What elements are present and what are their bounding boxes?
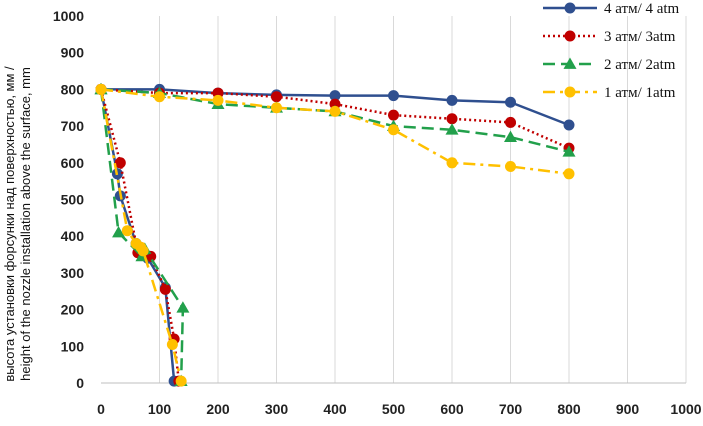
legend-label: 1 атм/ 1atm — [604, 85, 676, 101]
data-point-marker — [121, 225, 133, 237]
plot-area — [94, 82, 576, 387]
y-tick-label: 200 — [61, 302, 85, 318]
data-point-marker — [445, 123, 459, 135]
data-point-marker — [563, 168, 575, 180]
data-point-marker — [166, 338, 178, 350]
data-point-marker — [564, 30, 576, 42]
y-tick-label: 400 — [61, 228, 85, 244]
x-tick-label: 600 — [440, 401, 464, 417]
data-point-marker — [175, 375, 187, 387]
grid-lines — [159, 16, 687, 383]
x-tick-label: 900 — [616, 401, 640, 417]
data-point-marker — [212, 94, 224, 106]
data-point-marker — [329, 90, 341, 102]
x-tick-label: 800 — [557, 401, 581, 417]
data-point-marker — [95, 83, 107, 95]
data-point-marker — [159, 283, 171, 295]
y-tick-label: 900 — [61, 45, 85, 61]
y-tick-label: 1000 — [53, 8, 84, 24]
data-point-marker — [564, 86, 576, 98]
legend-label: 4 атм/ 4 atm — [604, 1, 680, 17]
y-tick-label: 300 — [61, 265, 85, 281]
y-tick-label: 500 — [61, 192, 85, 208]
data-point-marker — [388, 124, 399, 136]
data-point-marker — [154, 91, 165, 103]
data-point-marker — [388, 90, 399, 102]
data-point-marker — [446, 94, 458, 106]
legend-item-2: 3 атм/ 3atm — [543, 29, 676, 45]
x-tick-label: 400 — [323, 401, 347, 417]
data-point-marker — [504, 130, 517, 142]
x-tick-label: 1000 — [670, 401, 701, 417]
x-tick-label: 500 — [382, 401, 406, 417]
legend: 4 атм/ 4 atm 3 атм/ 3atm 2 атм/ 2atm 1 атм/… — [543, 1, 680, 101]
data-point-marker — [329, 105, 341, 117]
x-tick-label: 0 — [97, 401, 105, 417]
legend-item-4: 1 атм/ 1atm — [543, 85, 676, 101]
legend-label: 3 атм/ 3atm — [604, 29, 676, 45]
data-point-marker — [112, 226, 126, 238]
data-point-marker — [271, 91, 282, 103]
data-point-marker — [176, 301, 190, 313]
x-tick-label: 100 — [148, 401, 172, 417]
series-branch-line — [99, 89, 181, 382]
x-tick-label: 700 — [499, 401, 523, 417]
data-point-marker — [564, 2, 576, 14]
y-tick-label: 0 — [76, 375, 84, 391]
y-axis-label-ru: высота установки форсунки над поверхност… — [2, 66, 17, 382]
y-tick-label: 100 — [61, 338, 85, 354]
data-point-marker — [562, 145, 576, 157]
legend-item-3: 2 атм/ 2atm — [543, 57, 676, 73]
legend-label: 2 атм/ 2atm — [604, 57, 676, 73]
data-point-marker — [388, 109, 399, 121]
data-point-marker — [505, 160, 516, 172]
y-tick-label: 700 — [61, 118, 85, 134]
y-tick-label: 600 — [61, 155, 85, 171]
x-tick-label: 200 — [206, 401, 230, 417]
legend-item-1: 4 атм/ 4 atm — [543, 1, 680, 17]
y-tick-label: 800 — [61, 81, 85, 97]
data-point-marker — [271, 102, 282, 114]
y-axis-label-en: height of the nozzle installation above … — [18, 67, 33, 381]
data-point-marker — [446, 157, 458, 169]
data-point-marker — [446, 113, 458, 125]
x-tick-label: 300 — [265, 401, 289, 417]
data-point-marker — [137, 245, 149, 257]
data-point-marker — [563, 57, 577, 69]
data-point-marker — [114, 157, 126, 169]
data-point-marker — [505, 96, 516, 108]
series-line — [100, 88, 570, 150]
x-tick-labels: 0 100 200 300 400 500 600 700 800 900 1000 — [97, 401, 702, 417]
y-tick-labels: 0 100 200 300 400 500 600 700 800 900 1000 — [53, 8, 84, 391]
data-point-marker — [505, 116, 516, 128]
data-point-marker — [563, 119, 575, 131]
series-4 — [95, 83, 575, 387]
